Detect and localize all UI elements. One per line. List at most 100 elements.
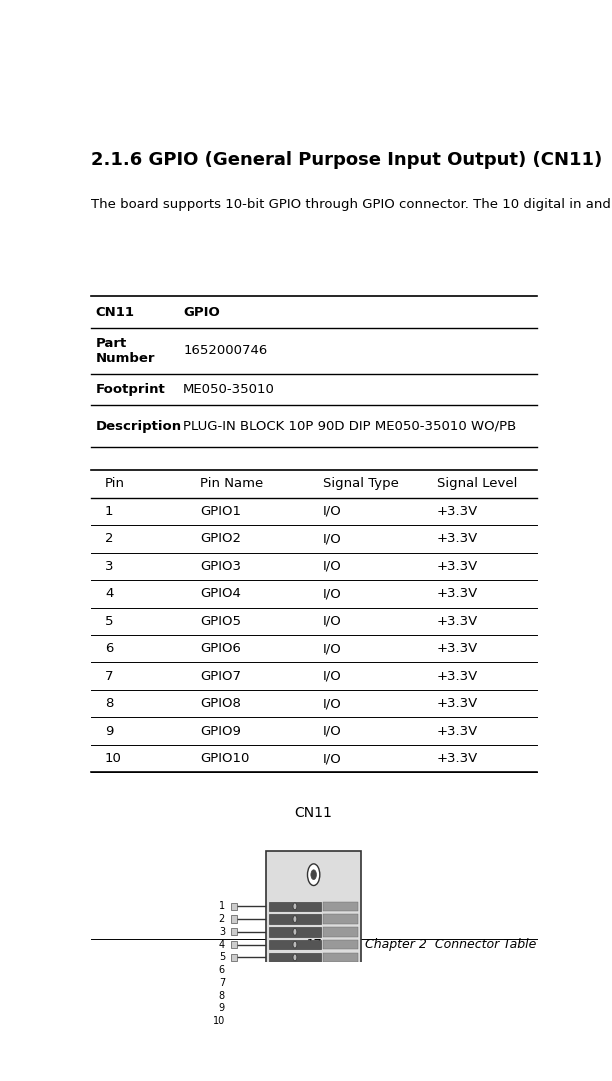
Text: I/O: I/O bbox=[323, 505, 342, 518]
Text: 8: 8 bbox=[105, 697, 113, 710]
Text: GPIO5: GPIO5 bbox=[200, 615, 241, 628]
Bar bbox=[231, 903, 237, 910]
Text: Pin Name: Pin Name bbox=[200, 478, 263, 491]
Text: 1: 1 bbox=[219, 902, 225, 911]
Circle shape bbox=[293, 992, 297, 999]
Circle shape bbox=[293, 979, 297, 986]
Text: +3.3V: +3.3V bbox=[437, 697, 478, 710]
Text: 2: 2 bbox=[105, 532, 113, 545]
Text: ME050-35010: ME050-35010 bbox=[183, 383, 275, 396]
Text: +3.3V: +3.3V bbox=[437, 560, 478, 573]
Text: 4: 4 bbox=[105, 587, 113, 600]
Circle shape bbox=[293, 942, 297, 948]
Text: I/O: I/O bbox=[323, 697, 342, 710]
Text: +3.3V: +3.3V bbox=[437, 532, 478, 545]
Text: 1652000746: 1652000746 bbox=[183, 344, 267, 357]
Bar bbox=[269, 952, 321, 962]
Text: 8: 8 bbox=[219, 990, 225, 1001]
Text: I/O: I/O bbox=[323, 532, 342, 545]
Bar bbox=[269, 915, 321, 924]
Bar bbox=[269, 902, 321, 911]
Bar bbox=[231, 1005, 237, 1012]
Text: I/O: I/O bbox=[323, 587, 342, 600]
Text: PLUG-IN BLOCK 10P 90D DIP ME050-35010 WO/PB: PLUG-IN BLOCK 10P 90D DIP ME050-35010 WO… bbox=[183, 419, 517, 432]
Text: I/O: I/O bbox=[323, 615, 342, 628]
Bar bbox=[323, 1016, 358, 1026]
Text: GPIO3: GPIO3 bbox=[200, 560, 241, 573]
Text: GPIO7: GPIO7 bbox=[200, 669, 241, 683]
Text: +3.3V: +3.3V bbox=[437, 724, 478, 737]
Text: 5: 5 bbox=[105, 615, 113, 628]
Text: CN11: CN11 bbox=[95, 306, 135, 319]
Text: I/O: I/O bbox=[323, 752, 342, 765]
Bar bbox=[269, 1003, 321, 1013]
Text: +3.3V: +3.3V bbox=[437, 752, 478, 765]
Text: I/O: I/O bbox=[323, 560, 342, 573]
Bar bbox=[266, 852, 361, 1076]
Circle shape bbox=[293, 966, 297, 974]
Text: Pin: Pin bbox=[105, 478, 125, 491]
Text: GPIO9: GPIO9 bbox=[200, 724, 241, 737]
Text: The board supports 10-bit GPIO through GPIO connector. The 10 digital in and out: The board supports 10-bit GPIO through G… bbox=[91, 198, 612, 211]
Bar bbox=[269, 965, 321, 975]
Circle shape bbox=[293, 916, 297, 922]
Text: GPIO10: GPIO10 bbox=[200, 752, 249, 765]
Text: Footprint: Footprint bbox=[95, 383, 165, 396]
Bar bbox=[231, 953, 237, 961]
Text: I/O: I/O bbox=[323, 724, 342, 737]
Bar bbox=[323, 991, 358, 1000]
Bar bbox=[231, 916, 237, 923]
Text: 9: 9 bbox=[105, 724, 113, 737]
Circle shape bbox=[307, 864, 320, 885]
Text: +3.3V: +3.3V bbox=[437, 642, 478, 655]
Text: 10: 10 bbox=[213, 1016, 225, 1026]
Bar bbox=[269, 978, 321, 988]
Bar bbox=[323, 927, 358, 936]
Text: Chapter 2  Connector Table: Chapter 2 Connector Table bbox=[365, 938, 537, 951]
Text: 7: 7 bbox=[105, 669, 113, 683]
Circle shape bbox=[311, 1047, 316, 1057]
Bar bbox=[269, 1016, 321, 1026]
Circle shape bbox=[293, 929, 297, 935]
Text: 3: 3 bbox=[105, 560, 113, 573]
Text: +3.3V: +3.3V bbox=[437, 587, 478, 600]
Text: GPIO: GPIO bbox=[183, 306, 220, 319]
Bar bbox=[269, 927, 321, 936]
Text: +3.3V: +3.3V bbox=[437, 669, 478, 683]
Bar bbox=[231, 942, 237, 948]
Circle shape bbox=[293, 955, 297, 961]
Bar bbox=[269, 991, 321, 1000]
Text: 1: 1 bbox=[105, 505, 113, 518]
Text: 9: 9 bbox=[219, 1003, 225, 1013]
Bar bbox=[231, 966, 237, 974]
Text: 2.1.6 GPIO (General Purpose Input Output) (CN11): 2.1.6 GPIO (General Purpose Input Output… bbox=[91, 150, 602, 169]
Text: GPIO8: GPIO8 bbox=[200, 697, 241, 710]
Bar bbox=[269, 939, 321, 949]
Text: 17: 17 bbox=[305, 938, 322, 951]
Bar bbox=[323, 965, 358, 975]
Circle shape bbox=[293, 903, 297, 910]
Bar bbox=[323, 952, 358, 962]
Text: GPIO1: GPIO1 bbox=[200, 505, 241, 518]
Text: Signal Type: Signal Type bbox=[323, 478, 399, 491]
Text: 5: 5 bbox=[218, 952, 225, 962]
Circle shape bbox=[293, 1005, 297, 1012]
Text: Signal Level: Signal Level bbox=[437, 478, 517, 491]
Text: +3.3V: +3.3V bbox=[437, 615, 478, 628]
Text: GPIO2: GPIO2 bbox=[200, 532, 241, 545]
Text: 4: 4 bbox=[219, 939, 225, 949]
Circle shape bbox=[307, 1042, 320, 1064]
Text: 10: 10 bbox=[105, 752, 122, 765]
Text: 3: 3 bbox=[219, 926, 225, 937]
Text: I/O: I/O bbox=[323, 669, 342, 683]
Text: CN11: CN11 bbox=[295, 805, 332, 819]
Bar bbox=[323, 939, 358, 949]
Text: +3.3V: +3.3V bbox=[437, 505, 478, 518]
Bar bbox=[323, 978, 358, 988]
Bar bbox=[231, 1017, 237, 1025]
Text: Description: Description bbox=[95, 419, 182, 432]
Text: 6: 6 bbox=[105, 642, 113, 655]
Text: GPIO6: GPIO6 bbox=[200, 642, 241, 655]
Circle shape bbox=[293, 1018, 297, 1025]
Bar bbox=[231, 979, 237, 987]
